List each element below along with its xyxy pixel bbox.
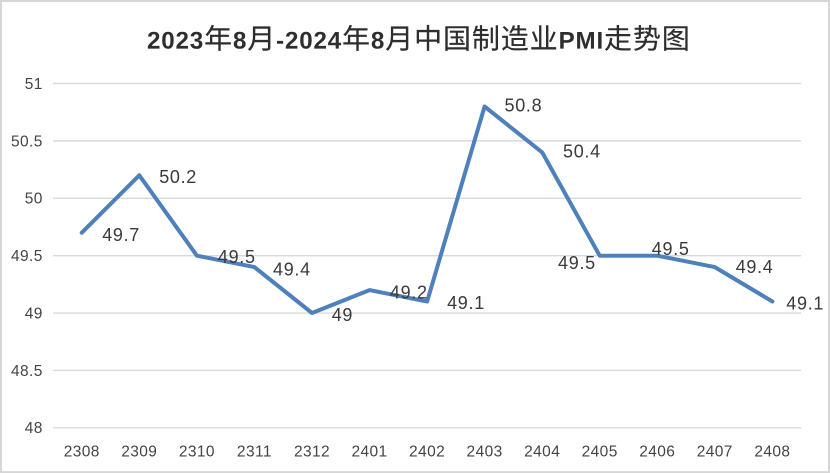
svg-text:2404: 2404 bbox=[524, 444, 560, 461]
svg-text:50: 50 bbox=[25, 191, 43, 208]
svg-text:2406: 2406 bbox=[639, 444, 675, 461]
svg-text:51: 51 bbox=[25, 76, 43, 93]
svg-text:49.5: 49.5 bbox=[11, 248, 43, 265]
svg-text:50.4: 50.4 bbox=[563, 142, 601, 162]
svg-text:49: 49 bbox=[25, 305, 43, 322]
svg-text:49.2: 49.2 bbox=[390, 283, 428, 303]
svg-text:49.4: 49.4 bbox=[273, 259, 311, 279]
svg-text:2308: 2308 bbox=[64, 444, 100, 461]
svg-text:49: 49 bbox=[332, 305, 353, 325]
svg-text:2401: 2401 bbox=[351, 444, 387, 461]
svg-text:49.7: 49.7 bbox=[102, 225, 140, 245]
svg-text:2402: 2402 bbox=[409, 444, 445, 461]
svg-text:2405: 2405 bbox=[582, 444, 618, 461]
svg-text:49.5: 49.5 bbox=[218, 247, 256, 267]
svg-text:49.4: 49.4 bbox=[736, 257, 774, 277]
svg-text:49.5: 49.5 bbox=[652, 239, 690, 259]
svg-text:50.8: 50.8 bbox=[505, 96, 543, 116]
svg-text:49.1: 49.1 bbox=[786, 294, 824, 314]
svg-text:2407: 2407 bbox=[697, 444, 733, 461]
svg-text:2309: 2309 bbox=[121, 444, 157, 461]
svg-text:2312: 2312 bbox=[294, 444, 330, 461]
svg-text:49.5: 49.5 bbox=[558, 253, 596, 273]
svg-text:2403: 2403 bbox=[467, 444, 503, 461]
svg-text:48.5: 48.5 bbox=[11, 363, 43, 380]
svg-text:2310: 2310 bbox=[179, 444, 215, 461]
svg-text:48: 48 bbox=[25, 420, 43, 437]
svg-text:50.2: 50.2 bbox=[159, 167, 197, 187]
svg-text:2311: 2311 bbox=[237, 444, 272, 461]
svg-text:49.1: 49.1 bbox=[447, 293, 485, 313]
svg-text:2408: 2408 bbox=[754, 444, 790, 461]
svg-text:50.5: 50.5 bbox=[11, 133, 43, 150]
